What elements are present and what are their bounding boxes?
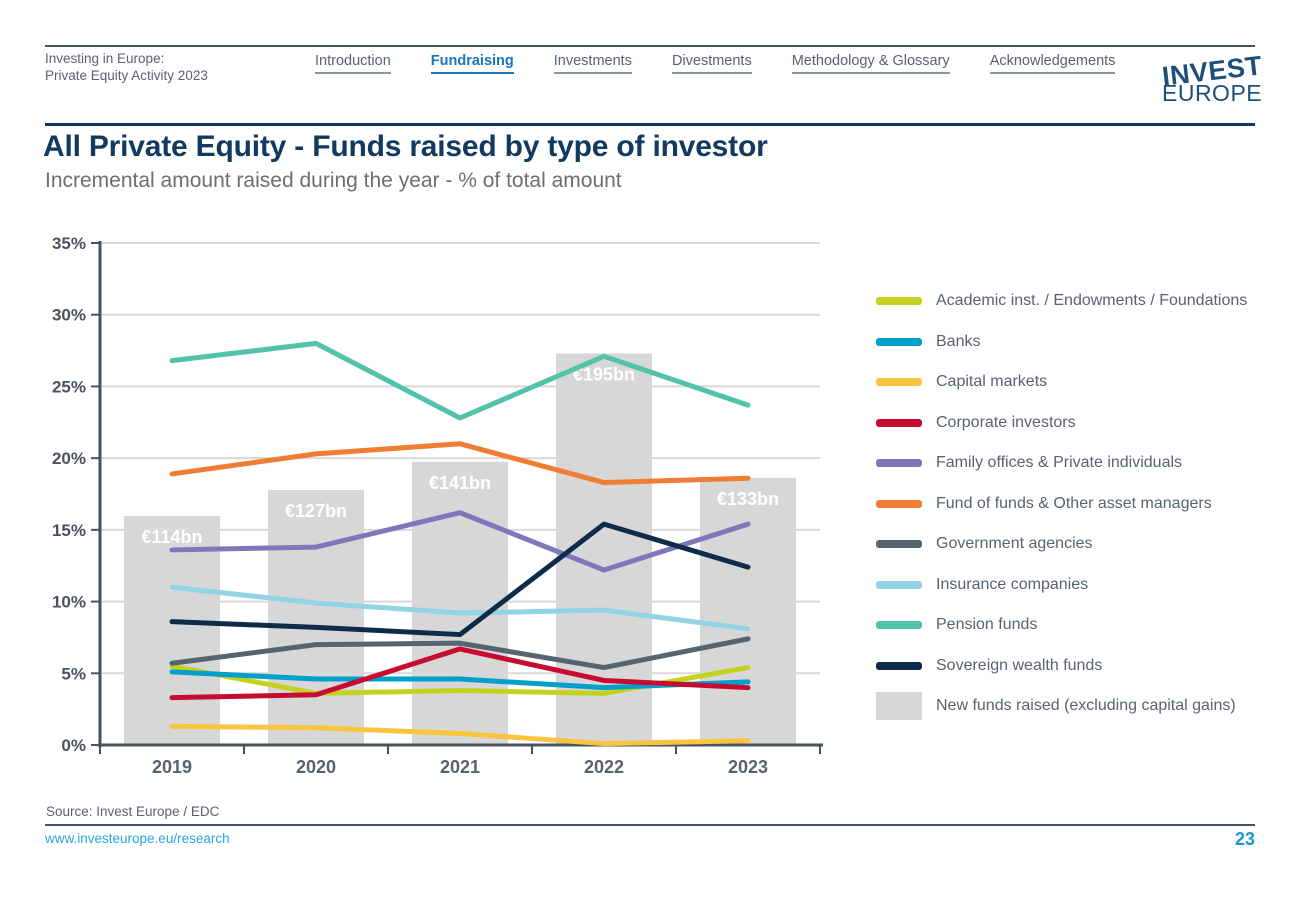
- y-tick-label: 10%: [52, 593, 86, 612]
- y-tick-label: 35%: [52, 234, 86, 253]
- legend-line-swatch: [876, 378, 922, 387]
- legend-line-swatch: [876, 621, 922, 630]
- nav-item-fundraising[interactable]: Fundraising: [430, 53, 514, 74]
- legend-line-swatch: [876, 337, 922, 346]
- chart-legend: Academic inst. / Endowments / Foundation…: [876, 281, 1247, 727]
- bar-value-label: €195bn: [573, 364, 635, 384]
- bar-new-funds-raised: [700, 477, 796, 745]
- legend-item: Academic inst. / Endowments / Foundation…: [876, 281, 1247, 322]
- y-tick-label: 15%: [52, 521, 86, 540]
- legend-label: Corporate investors: [936, 413, 1076, 431]
- legend-item: Insurance companies: [876, 565, 1247, 606]
- research-link[interactable]: www.investeurope.eu/research: [45, 831, 230, 846]
- series-line-pension-funds: [169, 340, 751, 421]
- legend-line-swatch: [876, 499, 922, 508]
- bar-value-label: €114bn: [141, 527, 202, 547]
- y-tick-label: 25%: [52, 377, 86, 396]
- series-line-fund-of-funds-other-asset-managers: [169, 441, 751, 486]
- series-line-sovereign-wealth-funds: [169, 521, 751, 638]
- legend-label: Pension funds: [936, 616, 1038, 634]
- source-note: Source: Invest Europe / EDC: [46, 804, 220, 819]
- legend-box-swatch: [876, 692, 922, 721]
- bar-new-funds-raised: [268, 489, 364, 745]
- legend-line-swatch: [876, 580, 922, 589]
- nav-item-methodology-glossary[interactable]: Methodology & Glossary: [791, 53, 950, 74]
- series-line-corporate-investors: [169, 646, 751, 701]
- page-number: 23: [1234, 829, 1255, 849]
- page-subtitle: Incremental amount raised during the yea…: [45, 169, 622, 192]
- legend-line-swatch: [876, 540, 922, 549]
- document-title-line1: Investing in Europe:: [45, 51, 165, 66]
- bar-new-funds-raised: [412, 461, 508, 745]
- x-category-label: 2023: [728, 757, 768, 777]
- funds-raised-chart: 0% 5% 10% 15% 20% 25% 30% 35% 2019 2020 2021 2022 20…: [52, 234, 823, 777]
- bar-new-funds-raised: [124, 516, 220, 745]
- legend-item: Sovereign wealth funds: [876, 646, 1247, 687]
- legend-item: New funds raised (excluding capital gain…: [876, 686, 1247, 727]
- y-tick-label: 30%: [52, 306, 86, 325]
- series-line-insurance-companies: [169, 584, 751, 632]
- series-line-banks: [169, 669, 751, 691]
- legend-item: Government agencies: [876, 524, 1247, 565]
- y-tick-label: 5%: [61, 664, 86, 683]
- series-line-government-agencies: [169, 636, 751, 671]
- legend-label: Capital markets: [936, 373, 1048, 391]
- x-category-label: 2019: [152, 757, 192, 777]
- legend-item: Capital markets: [876, 362, 1247, 403]
- document-title: Investing in Europe: Private Equity Acti…: [45, 51, 208, 84]
- legend-item: Corporate investors: [876, 403, 1247, 444]
- legend-label: Academic inst. / Endowments / Foundation…: [936, 292, 1248, 310]
- legend-line-swatch: [876, 661, 922, 670]
- series-line-family-offices-private-individuals: [169, 510, 751, 573]
- title-divider-rule: [45, 123, 1255, 126]
- legend-item: Family offices & Private individuals: [876, 443, 1247, 484]
- x-category-label: 2020: [296, 757, 336, 777]
- legend-item: Pension funds: [876, 605, 1247, 646]
- legend-item: Banks: [876, 322, 1247, 363]
- legend-label: Sovereign wealth funds: [936, 656, 1103, 674]
- legend-label: Insurance companies: [936, 575, 1089, 593]
- y-tick-label: 0%: [61, 736, 86, 755]
- series-line-capital-markets: [169, 723, 751, 747]
- legend-line-swatch: [876, 297, 922, 306]
- header-top-rule: [45, 45, 1255, 47]
- page-title: All Private Equity - Funds raised by typ…: [43, 130, 768, 163]
- legend-label: Family offices & Private individuals: [936, 454, 1183, 472]
- footer-rule: [45, 824, 1255, 826]
- x-category-label: 2021: [440, 757, 480, 777]
- nav-item-introduction[interactable]: Introduction: [315, 53, 391, 74]
- legend-label: Government agencies: [936, 535, 1093, 553]
- x-category-label: 2022: [584, 757, 624, 777]
- y-tick-label: 20%: [52, 449, 86, 468]
- nav-item-acknowledgements[interactable]: Acknowledgements: [989, 53, 1116, 74]
- legend-label: New funds raised (excluding capital gain…: [936, 697, 1236, 715]
- logo-europe-text: EUROPE: [1162, 80, 1263, 106]
- invest-europe-logo: INVEST EUROPE: [1161, 50, 1264, 107]
- bar-value-label: €141bn: [429, 473, 491, 493]
- legend-label: Fund of funds & Other asset managers: [936, 494, 1212, 512]
- section-nav: Introduction Fundraising Investments Divest…: [315, 53, 1116, 74]
- nav-item-divestments[interactable]: Divestments: [671, 53, 752, 74]
- nav-item-investments[interactable]: Investments: [553, 53, 632, 74]
- legend-line-swatch: [876, 418, 922, 427]
- document-title-line2: Private Equity Activity 2023: [45, 67, 208, 83]
- legend-item: Fund of funds & Other asset managers: [876, 484, 1247, 525]
- legend-line-swatch: [876, 459, 922, 468]
- bar-value-label: €127bn: [285, 501, 347, 521]
- legend-label: Banks: [936, 332, 981, 350]
- bar-value-label: €133bn: [717, 489, 779, 509]
